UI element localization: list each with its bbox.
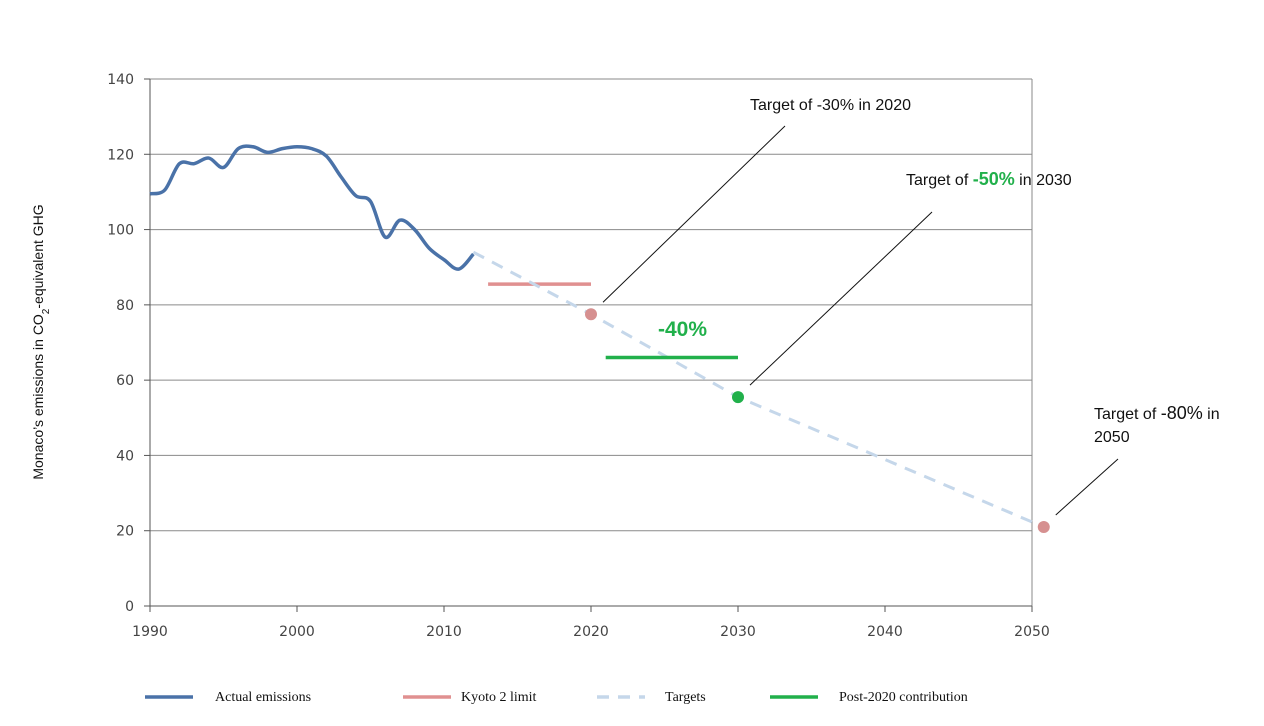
annotation-target-2050-year: 2050 bbox=[1094, 429, 1130, 446]
legend-label-targets: Targets bbox=[665, 690, 706, 705]
legend: Actual emissions Kyoto 2 limit Targets Post… bbox=[145, 690, 968, 705]
legend-label-actual-emissions: Actual emissions bbox=[215, 690, 311, 705]
y-tick-label: 120 bbox=[107, 147, 134, 163]
y-tick-label: 100 bbox=[107, 223, 134, 239]
y-axis-label: Monaco’s emissions in CO2-equivalent GHG bbox=[30, 204, 52, 479]
x-tick-label: 2050 bbox=[1014, 624, 1050, 640]
y-tick-label: 40 bbox=[116, 448, 134, 464]
x-tick-label: 2000 bbox=[279, 624, 315, 640]
y-tick-label: 140 bbox=[107, 72, 134, 88]
x-tick-label: 2010 bbox=[426, 624, 462, 640]
target-point bbox=[1037, 520, 1050, 533]
leader-line-2050 bbox=[1055, 458, 1119, 516]
x-tick-label: 2020 bbox=[573, 624, 609, 640]
series-targets bbox=[472, 250, 1045, 529]
leader-line-2020 bbox=[602, 125, 786, 303]
y-tick-label: 20 bbox=[116, 524, 134, 540]
y-tick-labels: 0 20 40 60 80 100 120 140 bbox=[107, 72, 134, 615]
series-lines bbox=[149, 144, 1045, 529]
y-tick-label: 60 bbox=[116, 373, 134, 389]
target-point bbox=[732, 391, 744, 404]
annotation-leader-lines bbox=[602, 125, 1119, 516]
series-actual-emissions bbox=[149, 144, 475, 271]
annotation-target-2030: Target of -50% in 2030 bbox=[906, 169, 1072, 189]
y-tick-label: 80 bbox=[116, 298, 134, 314]
annotation-target-2050: Target of -80% in bbox=[1094, 403, 1220, 423]
x-tick-label: 2030 bbox=[720, 624, 756, 640]
target-points bbox=[585, 308, 1050, 533]
target-point bbox=[585, 308, 597, 321]
annotation-mid-40: -40% bbox=[658, 318, 707, 341]
y-tick-label: 0 bbox=[125, 599, 134, 615]
x-tick-labels: 1990 2000 2010 2020 2030 2040 2050 bbox=[132, 624, 1050, 640]
legend-label-post-2020-contribution: Post-2020 contribution bbox=[839, 690, 968, 705]
x-tick-label: 1990 bbox=[132, 624, 168, 640]
annotation-target-2020: Target of -30% in 2020 bbox=[750, 97, 911, 114]
x-tick-label: 2040 bbox=[867, 624, 903, 640]
axes bbox=[144, 78, 1033, 612]
grid-lines bbox=[150, 78, 1033, 606]
leader-line-2030 bbox=[749, 211, 933, 386]
legend-label-kyoto-2-limit: Kyoto 2 limit bbox=[461, 690, 537, 705]
